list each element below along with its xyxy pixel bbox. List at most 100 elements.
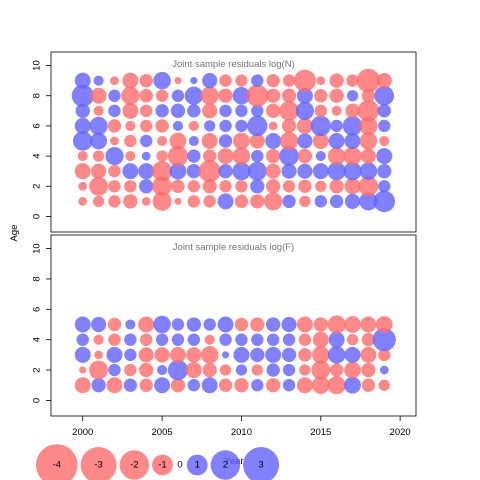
residual-bubble	[359, 132, 378, 150]
residual-bubble	[281, 118, 297, 134]
residual-bubble	[315, 180, 327, 192]
residual-bubble	[266, 148, 281, 164]
residual-bubble	[374, 85, 395, 106]
residual-bubble	[106, 377, 123, 394]
residual-bubble	[218, 164, 233, 179]
x-tick-label: 2020	[390, 427, 411, 438]
residual-bubble	[139, 362, 154, 378]
y-tick-label: 6	[32, 123, 43, 128]
residual-bubble	[185, 362, 202, 379]
residual-bubble	[76, 333, 89, 346]
residual-bubble	[265, 346, 282, 363]
y-tick-label: 8	[32, 93, 43, 98]
y-tick-label: 4	[32, 337, 43, 342]
residual-bubble	[219, 104, 232, 118]
residual-bubble	[233, 346, 250, 363]
residual-bubble	[344, 316, 361, 333]
residual-bubble	[170, 378, 186, 393]
residual-bubble	[74, 377, 91, 394]
residual-bubble	[219, 180, 232, 193]
residual-bubble	[266, 317, 281, 332]
legend-bubble	[243, 446, 280, 480]
residual-bubble	[200, 86, 219, 105]
residual-bubble	[279, 131, 299, 151]
x-tick-label: 2010	[231, 427, 252, 438]
residual-bubble	[203, 195, 216, 208]
residual-bubble	[77, 151, 88, 162]
residual-bubble	[124, 180, 137, 193]
residual-bubble	[297, 133, 313, 149]
residual-bubble	[170, 103, 186, 118]
residual-bubble	[187, 104, 201, 118]
residual-bubble	[138, 347, 154, 363]
y-tick-label: 2	[32, 367, 43, 372]
residual-bubble	[107, 119, 122, 133]
residual-bubble	[357, 100, 380, 122]
residual-bubble	[93, 334, 104, 345]
residual-bubble	[375, 316, 393, 333]
residual-bubble	[250, 194, 265, 209]
residual-bubble	[125, 151, 136, 162]
residual-bubble	[108, 180, 121, 193]
residual-bubble	[282, 379, 296, 392]
residual-bubble	[234, 317, 249, 332]
residual-bubble	[187, 333, 201, 346]
residual-bubble	[167, 145, 189, 167]
residual-bubble	[279, 146, 299, 166]
residual-bubble	[235, 74, 248, 87]
residual-bubble	[219, 74, 232, 87]
residual-bubble	[359, 116, 378, 136]
residual-bubble	[74, 117, 91, 134]
residual-bubble	[356, 68, 381, 93]
residual-bubble	[124, 333, 137, 346]
residual-bubble	[266, 333, 280, 346]
residual-bubble	[74, 163, 91, 180]
residual-bubble	[174, 77, 182, 85]
legend-bubble	[80, 446, 117, 480]
residual-bubble	[235, 333, 248, 346]
residual-bubble	[169, 132, 187, 150]
residual-bubble	[345, 103, 360, 118]
residual-bubble	[328, 331, 345, 348]
residual-bubble	[121, 86, 140, 105]
residual-bubble	[295, 101, 315, 120]
panel-frame	[50, 234, 417, 417]
residual-bubble	[171, 89, 185, 102]
panel-2: Joint sample residuals log(F) 0 2 4 6 8 10	[32, 234, 417, 417]
residual-bubble	[297, 148, 313, 164]
residual-bubble	[266, 103, 281, 118]
residual-bubble	[327, 376, 346, 395]
residual-bubble	[155, 104, 169, 118]
residual-bubble	[378, 348, 391, 362]
residual-bubble	[218, 134, 233, 148]
residual-bubble	[358, 176, 379, 197]
residual-bubble	[359, 162, 378, 180]
residual-bubble	[268, 121, 278, 131]
residual-bubble	[78, 181, 88, 191]
residual-bubble	[327, 315, 346, 334]
residual-bubble	[184, 86, 203, 105]
residual-bubble	[360, 316, 377, 333]
residual-bubble	[297, 163, 313, 179]
residual-bubble	[251, 104, 264, 118]
residual-bubble	[312, 331, 329, 348]
residual-bubble	[361, 378, 376, 392]
residual-bubble	[157, 364, 168, 376]
legend-label: 3	[258, 460, 263, 471]
residual-bubble	[174, 197, 182, 205]
y-tick-label: 10	[32, 60, 43, 71]
residual-bubble	[202, 73, 218, 89]
residual-bubble	[329, 194, 344, 209]
residual-bubble	[344, 178, 361, 195]
legend-label: -3	[94, 460, 102, 471]
residual-bubble	[200, 346, 219, 364]
residual-bubble	[235, 104, 248, 118]
residual-bubble	[281, 88, 297, 103]
residual-bubble	[187, 180, 201, 193]
legend-bubble	[36, 444, 78, 480]
residual-bubble	[377, 104, 391, 118]
residual-bubble	[282, 180, 296, 193]
residual-bubble	[155, 89, 169, 102]
residual-bubble	[217, 193, 234, 210]
residual-bubble	[329, 73, 344, 88]
